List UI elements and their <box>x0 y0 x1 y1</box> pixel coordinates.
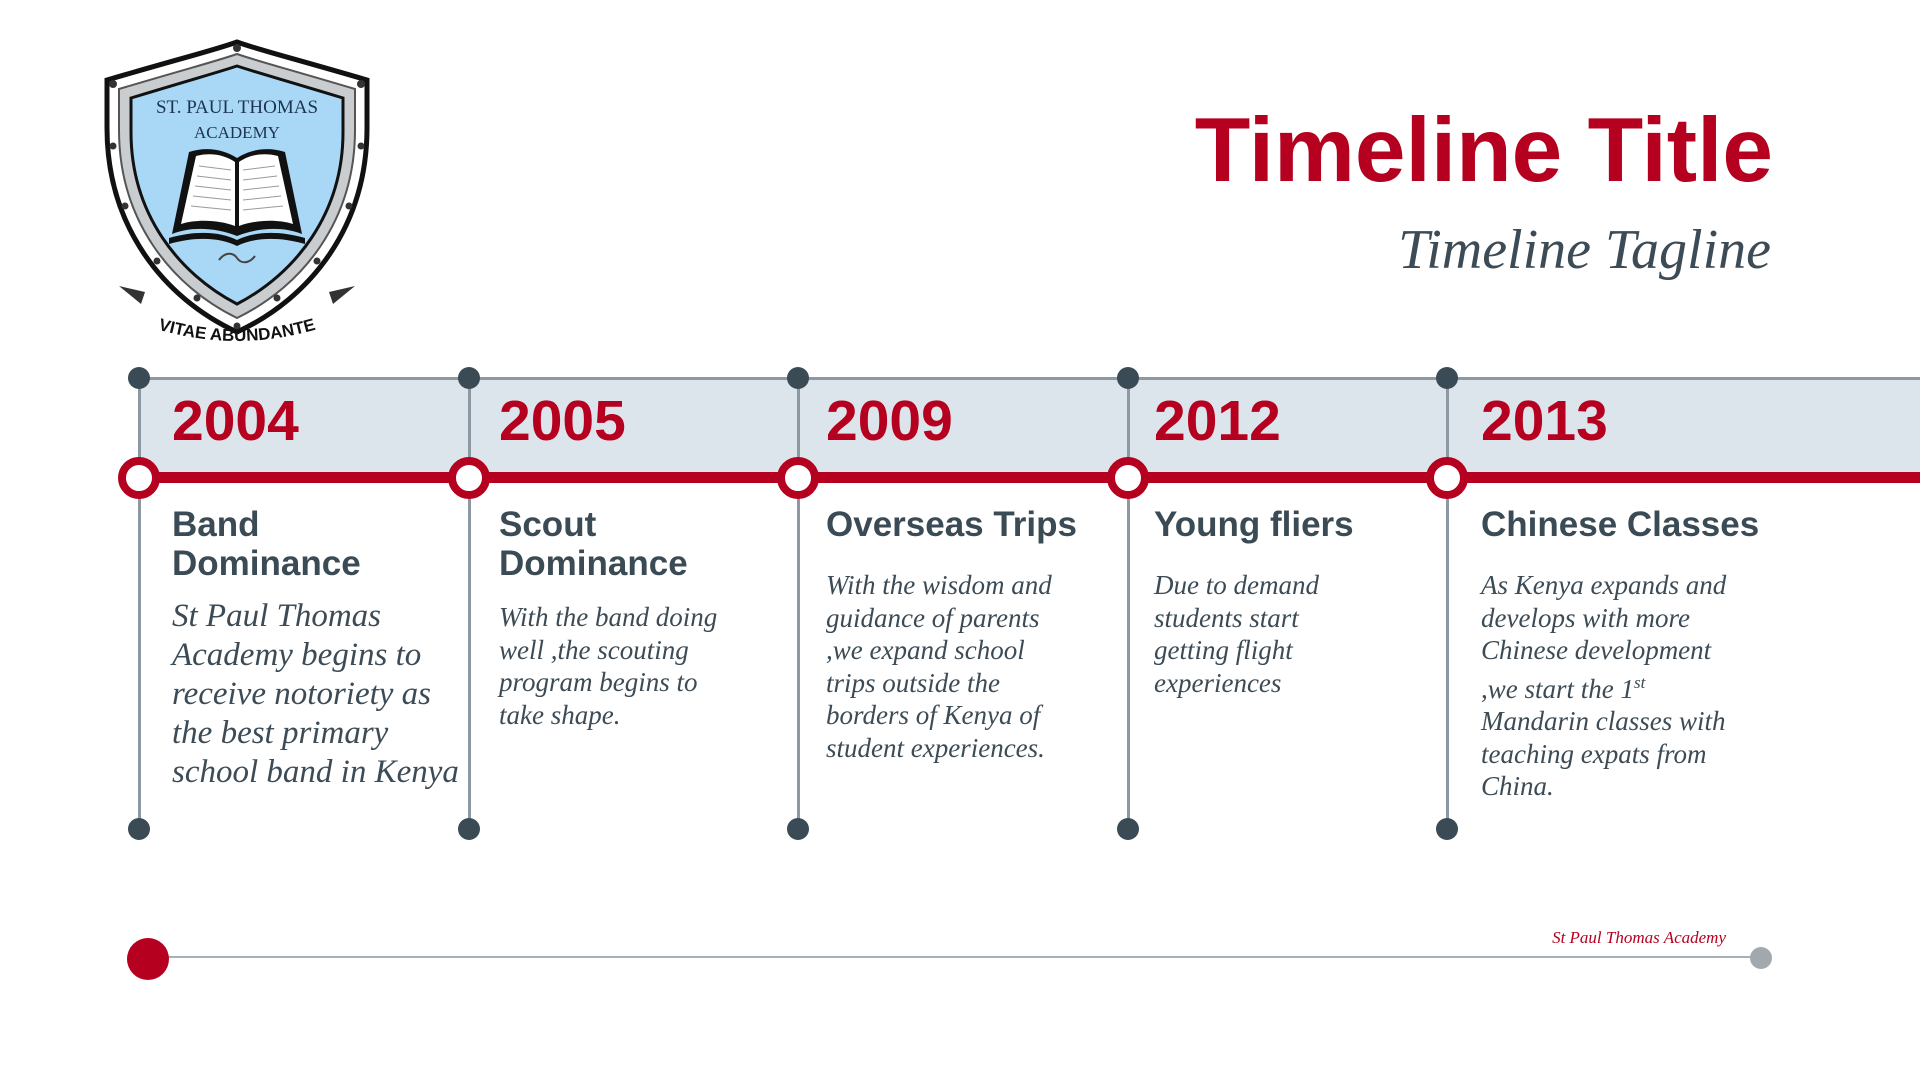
milestone-marker-2005 <box>448 457 490 499</box>
timeline-top-dot <box>128 367 150 389</box>
milestone-heading: Chinese Classes <box>1481 505 1760 544</box>
milestone-heading: Scout Dominance <box>499 505 688 583</box>
milestone-year: 2013 <box>1481 389 1608 453</box>
timeline-top-dot <box>1436 367 1458 389</box>
milestone-heading: Overseas Trips <box>826 505 1077 544</box>
logo-name-line1: ST. PAUL THOMAS <box>156 97 318 118</box>
timeline-top-dot <box>458 367 480 389</box>
timeline-bottom-dot <box>458 818 480 840</box>
milestone-year: 2012 <box>1154 389 1281 453</box>
timeline-bottom-dot <box>787 818 809 840</box>
footer-line <box>147 956 1759 958</box>
milestone-marker-2009 <box>777 457 819 499</box>
timeline-band-top-line <box>140 377 1920 380</box>
milestone-marker-2004 <box>118 457 160 499</box>
timeline-divider-2004 <box>138 377 141 829</box>
footer-end-dot <box>1750 947 1772 969</box>
milestone-year: 2004 <box>172 389 299 453</box>
milestone-description-superscript: st <box>1634 672 1646 692</box>
milestone-description: With the band doing well ,the scouting p… <box>499 602 718 730</box>
milestone-description-part: As Kenya expands and develops with more … <box>1481 570 1727 704</box>
timeline-bottom-dot <box>1436 818 1458 840</box>
footer-label: St Paul Thomas Academy <box>1552 928 1726 947</box>
milestone-year: 2005 <box>499 389 626 453</box>
milestone-marker-2012 <box>1107 457 1149 499</box>
milestone-heading: Young fliers <box>1154 505 1354 544</box>
milestone-description: Due to demand students start getting fli… <box>1154 570 1319 698</box>
timeline-divider-2012 <box>1127 377 1130 829</box>
milestone-description: St Paul Thomas Academy begins to receive… <box>172 598 459 790</box>
timeline-rail <box>140 472 1920 483</box>
page-tagline: Timeline Tagline <box>1398 219 1771 281</box>
milestone-heading: Band Dominance <box>172 505 361 583</box>
timeline-top-dot <box>1117 367 1139 389</box>
shield-icon: ST. PAUL THOMAS ACADEMY <box>104 39 370 345</box>
page-title: Timeline Title <box>1194 100 1773 201</box>
logo-name-line2: ACADEMY <box>194 123 280 142</box>
school-crest-logo: ST. PAUL THOMAS ACADEMY <box>97 36 377 356</box>
timeline-band <box>140 378 1920 478</box>
timeline-bottom-dot <box>1117 818 1139 840</box>
timeline-top-dot <box>787 367 809 389</box>
timeline-divider-2005 <box>468 377 471 829</box>
timeline-bottom-dot <box>128 818 150 840</box>
book-icon <box>169 149 305 246</box>
milestone-description: As Kenya expands and develops with more … <box>1481 569 1731 803</box>
timeline-divider-2013 <box>1446 377 1449 829</box>
timeline-divider-2009 <box>797 377 800 829</box>
milestone-description: With the wisdom and guidance of parents … <box>826 570 1052 763</box>
milestone-description-part: Mandarin classes with teaching expats fr… <box>1481 706 1726 801</box>
milestone-marker-2013 <box>1426 457 1468 499</box>
footer-start-dot <box>127 938 169 980</box>
milestone-year: 2009 <box>826 389 953 453</box>
